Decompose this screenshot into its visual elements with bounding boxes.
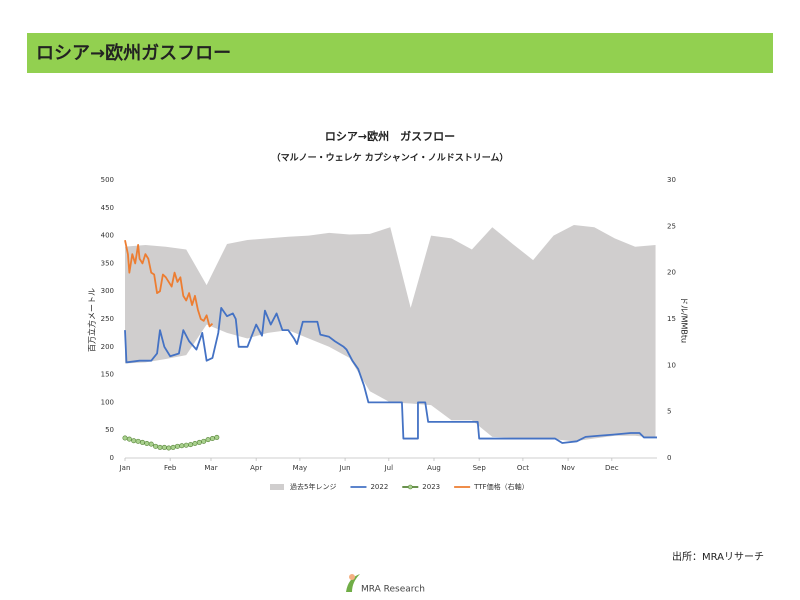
x-tick-label: Oct: [517, 464, 529, 472]
logo-text: MRA Research: [361, 585, 425, 595]
x-tick-label: Dec: [605, 464, 619, 472]
y-tick-label: 450: [101, 204, 114, 212]
y2-tick-label: 25: [667, 222, 676, 230]
series-marker: [174, 443, 180, 449]
logo: MRA Research: [346, 574, 425, 595]
x-tick-label: Sep: [473, 464, 487, 472]
x-tick-label: May: [293, 464, 307, 472]
x-tick-label: Jul: [384, 464, 394, 472]
y2-axis-title: ドル/MMBtu: [680, 297, 689, 343]
y2-tick-label: 20: [667, 269, 676, 277]
y-tick-label: 400: [101, 232, 114, 240]
y2-tick-label: 5: [667, 408, 671, 416]
y2-tick-label: 30: [667, 176, 676, 184]
legend-item: 2022: [350, 483, 388, 491]
x-tick-label: Aug: [427, 464, 441, 472]
series-marker: [183, 442, 189, 448]
legend-marker: [407, 484, 413, 490]
y-tick-label: 100: [101, 398, 114, 406]
series-marker: [126, 436, 132, 442]
legend-label: TTF価格（右軸）: [473, 482, 528, 491]
y-tick-label: 0: [110, 454, 114, 462]
chart-title: ロシア→欧州 ガスフロー: [325, 129, 455, 143]
series-marker: [148, 441, 154, 447]
y-tick-label: 150: [101, 371, 114, 379]
legend-label: 2022: [370, 483, 388, 491]
series-line: [124, 240, 214, 328]
y2-tick-label: 10: [667, 361, 676, 369]
x-tick-label: Mar: [204, 464, 217, 472]
x-tick-label: Jan: [119, 464, 131, 472]
series-marker: [205, 437, 211, 443]
logo-dot: [349, 574, 355, 580]
legend-item: 過去5年レンジ: [270, 482, 336, 491]
series-marker: [214, 434, 220, 440]
legend-label: 2023: [422, 483, 440, 491]
y-tick-label: 200: [101, 343, 114, 351]
series-marker: [209, 436, 215, 442]
series-marker: [131, 438, 137, 444]
source: 出所：MRAリサーチ: [672, 550, 764, 563]
x-tick-label: Feb: [164, 464, 177, 472]
series-marker: [188, 442, 194, 448]
series-marker: [122, 435, 128, 441]
y-tick-label: 50: [105, 426, 114, 434]
y2-tick-label: 15: [667, 315, 676, 323]
series-line: [124, 306, 657, 444]
plot-area: [125, 225, 656, 442]
y-tick-label: 500: [101, 176, 114, 184]
logo-icon: [346, 574, 360, 592]
series-marker: [161, 444, 167, 450]
x-tick-label: Jun: [339, 464, 351, 472]
x-tick-label: Apr: [250, 464, 262, 472]
series-marker: [201, 438, 207, 444]
legend-item: TTF価格（右軸）: [454, 482, 529, 491]
range-area: [125, 225, 656, 442]
chart-subtitle: （マルノー・ウェレケ カプシャンイ・ノルドストリーム）: [272, 152, 509, 164]
y-tick-label: 350: [101, 259, 114, 267]
series-marker: [153, 443, 159, 449]
series-marker: [139, 439, 145, 445]
y-tick-label: 300: [101, 287, 114, 295]
legend-swatch: [270, 484, 284, 490]
series-marker: [157, 444, 163, 450]
y-axis-title: 百万立方メートル: [87, 288, 97, 352]
series-marker: [170, 444, 176, 450]
header-title: ロシア→欧州ガスフロー: [36, 42, 231, 64]
series-marker: [135, 438, 141, 444]
legend-item: 2023: [402, 483, 440, 491]
series-marker: [179, 443, 185, 449]
x-tick-label: Nov: [561, 464, 575, 472]
header-bar: [27, 33, 773, 73]
y2-tick-label: 0: [667, 454, 671, 462]
series-marker: [144, 441, 150, 447]
series-marker: [192, 441, 198, 447]
series-marker: [196, 439, 202, 445]
series-marker: [166, 445, 172, 451]
y-tick-label: 250: [101, 315, 114, 323]
legend-label: 過去5年レンジ: [290, 482, 336, 491]
